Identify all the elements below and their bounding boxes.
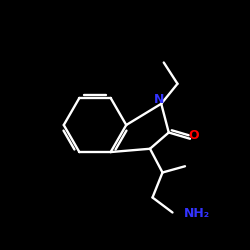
Text: NH₂: NH₂	[184, 207, 210, 220]
Text: O: O	[188, 129, 199, 142]
Text: N: N	[154, 93, 164, 106]
